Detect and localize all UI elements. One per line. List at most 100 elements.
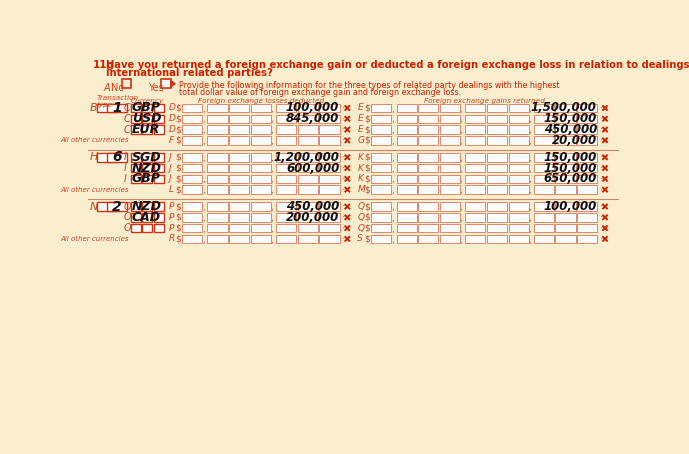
Text: ,: , (270, 203, 273, 212)
Text: R: R (168, 234, 174, 243)
Bar (207, 153, 227, 162)
Text: $: $ (175, 125, 181, 134)
Bar (276, 164, 296, 172)
Bar (487, 153, 507, 162)
Text: ·: · (599, 103, 603, 113)
Bar (396, 136, 417, 144)
Bar (229, 213, 249, 222)
Bar (207, 125, 227, 134)
Bar (143, 213, 152, 222)
Text: ,: , (270, 214, 273, 223)
Text: ,: , (528, 154, 531, 163)
Bar (440, 185, 460, 194)
Text: ,: , (528, 186, 531, 195)
Text: ,: , (528, 236, 531, 245)
Text: ·: · (599, 114, 603, 124)
Bar (418, 114, 438, 123)
Text: total dollar value of foreign exchange gain and foreign exchange loss.: total dollar value of foreign exchange g… (179, 88, 461, 97)
Bar (131, 202, 141, 211)
Text: 1: 1 (112, 101, 122, 115)
Bar (396, 164, 417, 172)
Bar (508, 235, 528, 243)
Text: ·: · (599, 163, 603, 173)
Text: A: A (103, 83, 110, 93)
Bar (320, 224, 340, 232)
Text: C: C (123, 124, 130, 134)
Text: Foreign exchange losses deducted: Foreign exchange losses deducted (198, 98, 324, 104)
Text: CAD: CAD (132, 211, 161, 224)
Text: 200,000: 200,000 (286, 211, 339, 224)
Bar (418, 202, 438, 211)
Bar (418, 153, 438, 162)
Bar (555, 164, 575, 172)
Bar (131, 164, 141, 172)
Bar (487, 235, 507, 243)
Bar (396, 235, 417, 243)
Text: $: $ (175, 153, 181, 162)
Bar (97, 202, 117, 211)
Bar (298, 136, 318, 144)
Bar (487, 185, 507, 194)
Text: $: $ (364, 174, 370, 183)
Text: ,: , (460, 214, 462, 223)
Bar (508, 175, 528, 183)
Bar (418, 125, 438, 134)
Bar (276, 213, 296, 222)
Bar (440, 136, 460, 144)
Text: ,: , (202, 137, 205, 146)
Text: Transaction
type: Transaction type (97, 94, 139, 108)
Bar (440, 235, 460, 243)
Text: ,: , (202, 214, 205, 223)
Bar (182, 104, 203, 112)
Bar (229, 224, 249, 232)
Text: 150,000: 150,000 (544, 112, 597, 125)
Bar (418, 104, 438, 112)
Bar (465, 114, 485, 123)
Text: All other currencies: All other currencies (60, 187, 129, 192)
Text: $: $ (364, 114, 370, 123)
Bar (508, 136, 528, 144)
Text: 100,000: 100,000 (544, 200, 597, 213)
Text: ·: · (599, 152, 603, 162)
Text: ,: , (460, 105, 462, 114)
Bar (396, 213, 417, 222)
Bar (577, 202, 597, 211)
Text: 6: 6 (112, 150, 122, 164)
Bar (298, 125, 318, 134)
Text: 100,000: 100,000 (286, 102, 339, 114)
Bar (131, 213, 141, 222)
Bar (229, 202, 249, 211)
Bar (320, 235, 340, 243)
Bar (396, 185, 417, 194)
Text: N: N (90, 202, 99, 212)
Text: 450,000: 450,000 (544, 123, 597, 136)
Text: $: $ (175, 163, 181, 173)
Text: ,: , (270, 137, 273, 146)
Bar (534, 213, 554, 222)
Bar (418, 136, 438, 144)
Text: SGD: SGD (132, 151, 161, 164)
Bar (143, 164, 152, 172)
Bar (487, 213, 507, 222)
Bar (131, 175, 141, 183)
Bar (371, 136, 391, 144)
Bar (396, 125, 417, 134)
Text: 11g: 11g (92, 60, 114, 70)
Text: international related parties?: international related parties? (105, 69, 272, 79)
Text: ,: , (391, 186, 393, 195)
Bar (508, 213, 528, 222)
Text: O: O (123, 212, 131, 222)
Bar (143, 153, 152, 162)
Bar (251, 202, 271, 211)
Bar (555, 125, 575, 134)
Bar (251, 213, 271, 222)
Text: ·: · (342, 135, 345, 145)
Text: $: $ (364, 185, 370, 194)
Text: D: D (168, 104, 175, 113)
Bar (440, 153, 460, 162)
Bar (320, 213, 340, 222)
Bar (182, 114, 203, 123)
Text: ,: , (391, 115, 393, 124)
Bar (371, 164, 391, 172)
Bar (534, 235, 554, 243)
